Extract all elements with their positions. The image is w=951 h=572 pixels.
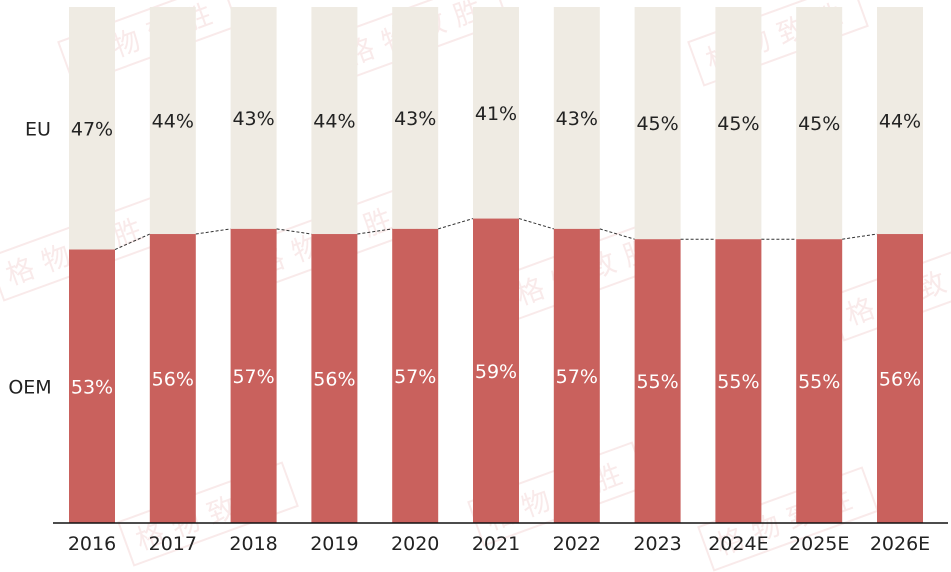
- bar-oem-2018: [230, 228, 277, 523]
- connector-line: [276, 228, 312, 235]
- bar-oem-2025E: [796, 239, 843, 523]
- x-tick-label: 2019: [310, 533, 358, 555]
- data-label-oem-2026E: 56%: [879, 369, 921, 391]
- bar-eu-2020: [392, 7, 439, 229]
- bar-oem-2024E: [715, 239, 762, 523]
- connector-line: [518, 218, 554, 230]
- data-label-oem-2017: 56%: [152, 369, 194, 391]
- bar-eu-2019: [311, 7, 358, 235]
- connector-line: [357, 228, 393, 235]
- x-tick-label: 2023: [633, 533, 681, 555]
- data-label-eu-2022: 43%: [556, 108, 598, 130]
- bar-eu-2016: [69, 7, 115, 250]
- labels-layer: 47% 53% 44% 56% 43% 57% 44% 56% 43% 57% 41% 59% 43% 5…: [71, 103, 921, 398]
- connectors-layer: [114, 218, 878, 250]
- data-label-oem-2023: 55%: [636, 371, 678, 393]
- connector-line: [842, 233, 878, 240]
- connector-line: [114, 233, 151, 250]
- bar-oem-2019: [311, 234, 358, 524]
- x-tick-label: 2026E: [870, 533, 930, 555]
- bars-layer: [69, 7, 923, 524]
- bar-oem-2021: [473, 218, 519, 523]
- x-tick-label: 2025E: [789, 533, 849, 555]
- bar-eu-2017: [149, 7, 196, 235]
- legend-label-oem: OEM: [8, 376, 51, 398]
- bar-oem-2017: [149, 234, 196, 524]
- data-label-eu-2023: 45%: [636, 113, 678, 135]
- data-label-oem-2021: 59%: [475, 361, 517, 383]
- bar-eu-2025E: [796, 7, 843, 240]
- x-tick-label: 2016: [68, 533, 116, 555]
- x-axis-tick-labels: 2016 2017 2018 2019 2020 2021 2022 2023 2024E 202…: [68, 533, 930, 555]
- data-label-oem-2024E: 55%: [717, 371, 759, 393]
- x-tick-label: 2021: [472, 533, 520, 555]
- data-label-eu-2020: 43%: [394, 108, 436, 130]
- data-label-eu-2025E: 45%: [798, 113, 840, 135]
- data-label-oem-2022: 57%: [556, 366, 598, 388]
- data-label-oem-2019: 56%: [313, 369, 355, 391]
- data-label-eu-2021: 41%: [475, 103, 517, 125]
- data-label-eu-2017: 44%: [152, 111, 194, 133]
- x-tick-label: 2024E: [708, 533, 768, 555]
- connector-line: [195, 228, 231, 235]
- bar-eu-2023: [634, 7, 681, 240]
- connector-line: [599, 228, 635, 240]
- x-tick-label: 2017: [149, 533, 197, 555]
- bar-oem-2022: [553, 228, 600, 523]
- data-label-oem-2016: 53%: [71, 376, 113, 398]
- bar-eu-2026E: [877, 7, 923, 235]
- legend-label-eu: EU: [25, 118, 51, 140]
- bar-oem-2023: [634, 239, 681, 523]
- bar-eu-2022: [553, 7, 600, 229]
- legend: EU OEM: [8, 118, 51, 398]
- data-label-eu-2016: 47%: [71, 118, 113, 140]
- data-label-oem-2020: 57%: [394, 366, 436, 388]
- data-label-eu-2026E: 44%: [879, 111, 921, 133]
- bar-oem-2016: [69, 249, 115, 523]
- data-label-oem-2025E: 55%: [798, 371, 840, 393]
- x-tick-label: 2020: [391, 533, 439, 555]
- data-label-eu-2019: 44%: [313, 111, 355, 133]
- data-label-oem-2018: 57%: [232, 366, 274, 388]
- data-label-eu-2018: 43%: [232, 108, 274, 130]
- bar-eu-2021: [473, 7, 519, 219]
- bar-eu-2018: [230, 7, 277, 229]
- bar-oem-2020: [392, 228, 439, 523]
- bar-oem-2026E: [877, 234, 923, 524]
- connector-line: [438, 218, 474, 230]
- x-tick-label: 2018: [229, 533, 277, 555]
- x-tick-label: 2022: [553, 533, 601, 555]
- data-label-eu-2024E: 45%: [717, 113, 759, 135]
- bar-eu-2024E: [715, 7, 762, 240]
